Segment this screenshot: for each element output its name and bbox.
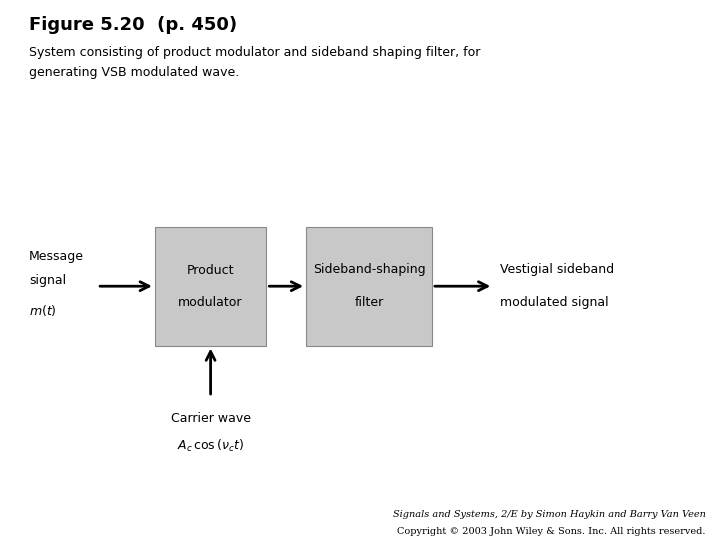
- Text: filter: filter: [354, 296, 384, 309]
- Text: Message: Message: [29, 250, 84, 263]
- FancyBboxPatch shape: [155, 227, 266, 346]
- Text: modulator: modulator: [179, 296, 243, 309]
- Text: generating VSB modulated wave.: generating VSB modulated wave.: [29, 66, 239, 79]
- Text: $A_c\,\mathrm{cos}\,(\nu_c t)$: $A_c\,\mathrm{cos}\,(\nu_c t)$: [177, 437, 244, 454]
- Text: signal: signal: [29, 274, 66, 287]
- Text: Copyright © 2003 John Wiley & Sons. Inc. All rights reserved.: Copyright © 2003 John Wiley & Sons. Inc.…: [397, 526, 706, 536]
- FancyBboxPatch shape: [306, 227, 432, 346]
- Text: Vestigial sideband: Vestigial sideband: [500, 264, 615, 276]
- Text: modulated signal: modulated signal: [500, 296, 609, 309]
- Text: Carrier wave: Carrier wave: [171, 412, 251, 425]
- Text: Signals and Systems, 2/E by Simon Haykin and Barry Van Veen: Signals and Systems, 2/E by Simon Haykin…: [392, 510, 706, 519]
- Text: Sideband-shaping: Sideband-shaping: [312, 264, 426, 276]
- Text: System consisting of product modulator and sideband shaping filter, for: System consisting of product modulator a…: [29, 46, 480, 59]
- Text: $m(t)$: $m(t)$: [29, 303, 57, 318]
- Text: Figure 5.20  (p. 450): Figure 5.20 (p. 450): [29, 16, 237, 34]
- Text: Product: Product: [187, 264, 234, 276]
